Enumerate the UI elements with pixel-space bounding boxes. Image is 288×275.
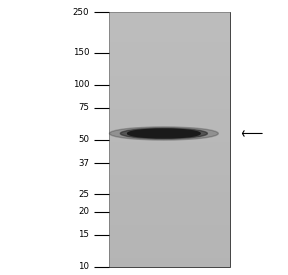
Text: 250: 250 xyxy=(73,8,89,17)
Text: 25: 25 xyxy=(78,190,89,199)
Ellipse shape xyxy=(128,129,200,138)
Text: 37: 37 xyxy=(78,159,89,168)
Text: 15: 15 xyxy=(78,230,89,239)
Text: 100: 100 xyxy=(73,80,89,89)
Text: 150: 150 xyxy=(73,48,89,57)
Text: 20: 20 xyxy=(78,207,89,216)
Text: 50: 50 xyxy=(78,135,89,144)
FancyBboxPatch shape xyxy=(109,12,230,267)
Ellipse shape xyxy=(120,128,207,139)
Text: 75: 75 xyxy=(78,103,89,112)
Text: KDa: KDa xyxy=(70,0,89,2)
Ellipse shape xyxy=(109,127,218,140)
Text: 10: 10 xyxy=(78,262,89,271)
